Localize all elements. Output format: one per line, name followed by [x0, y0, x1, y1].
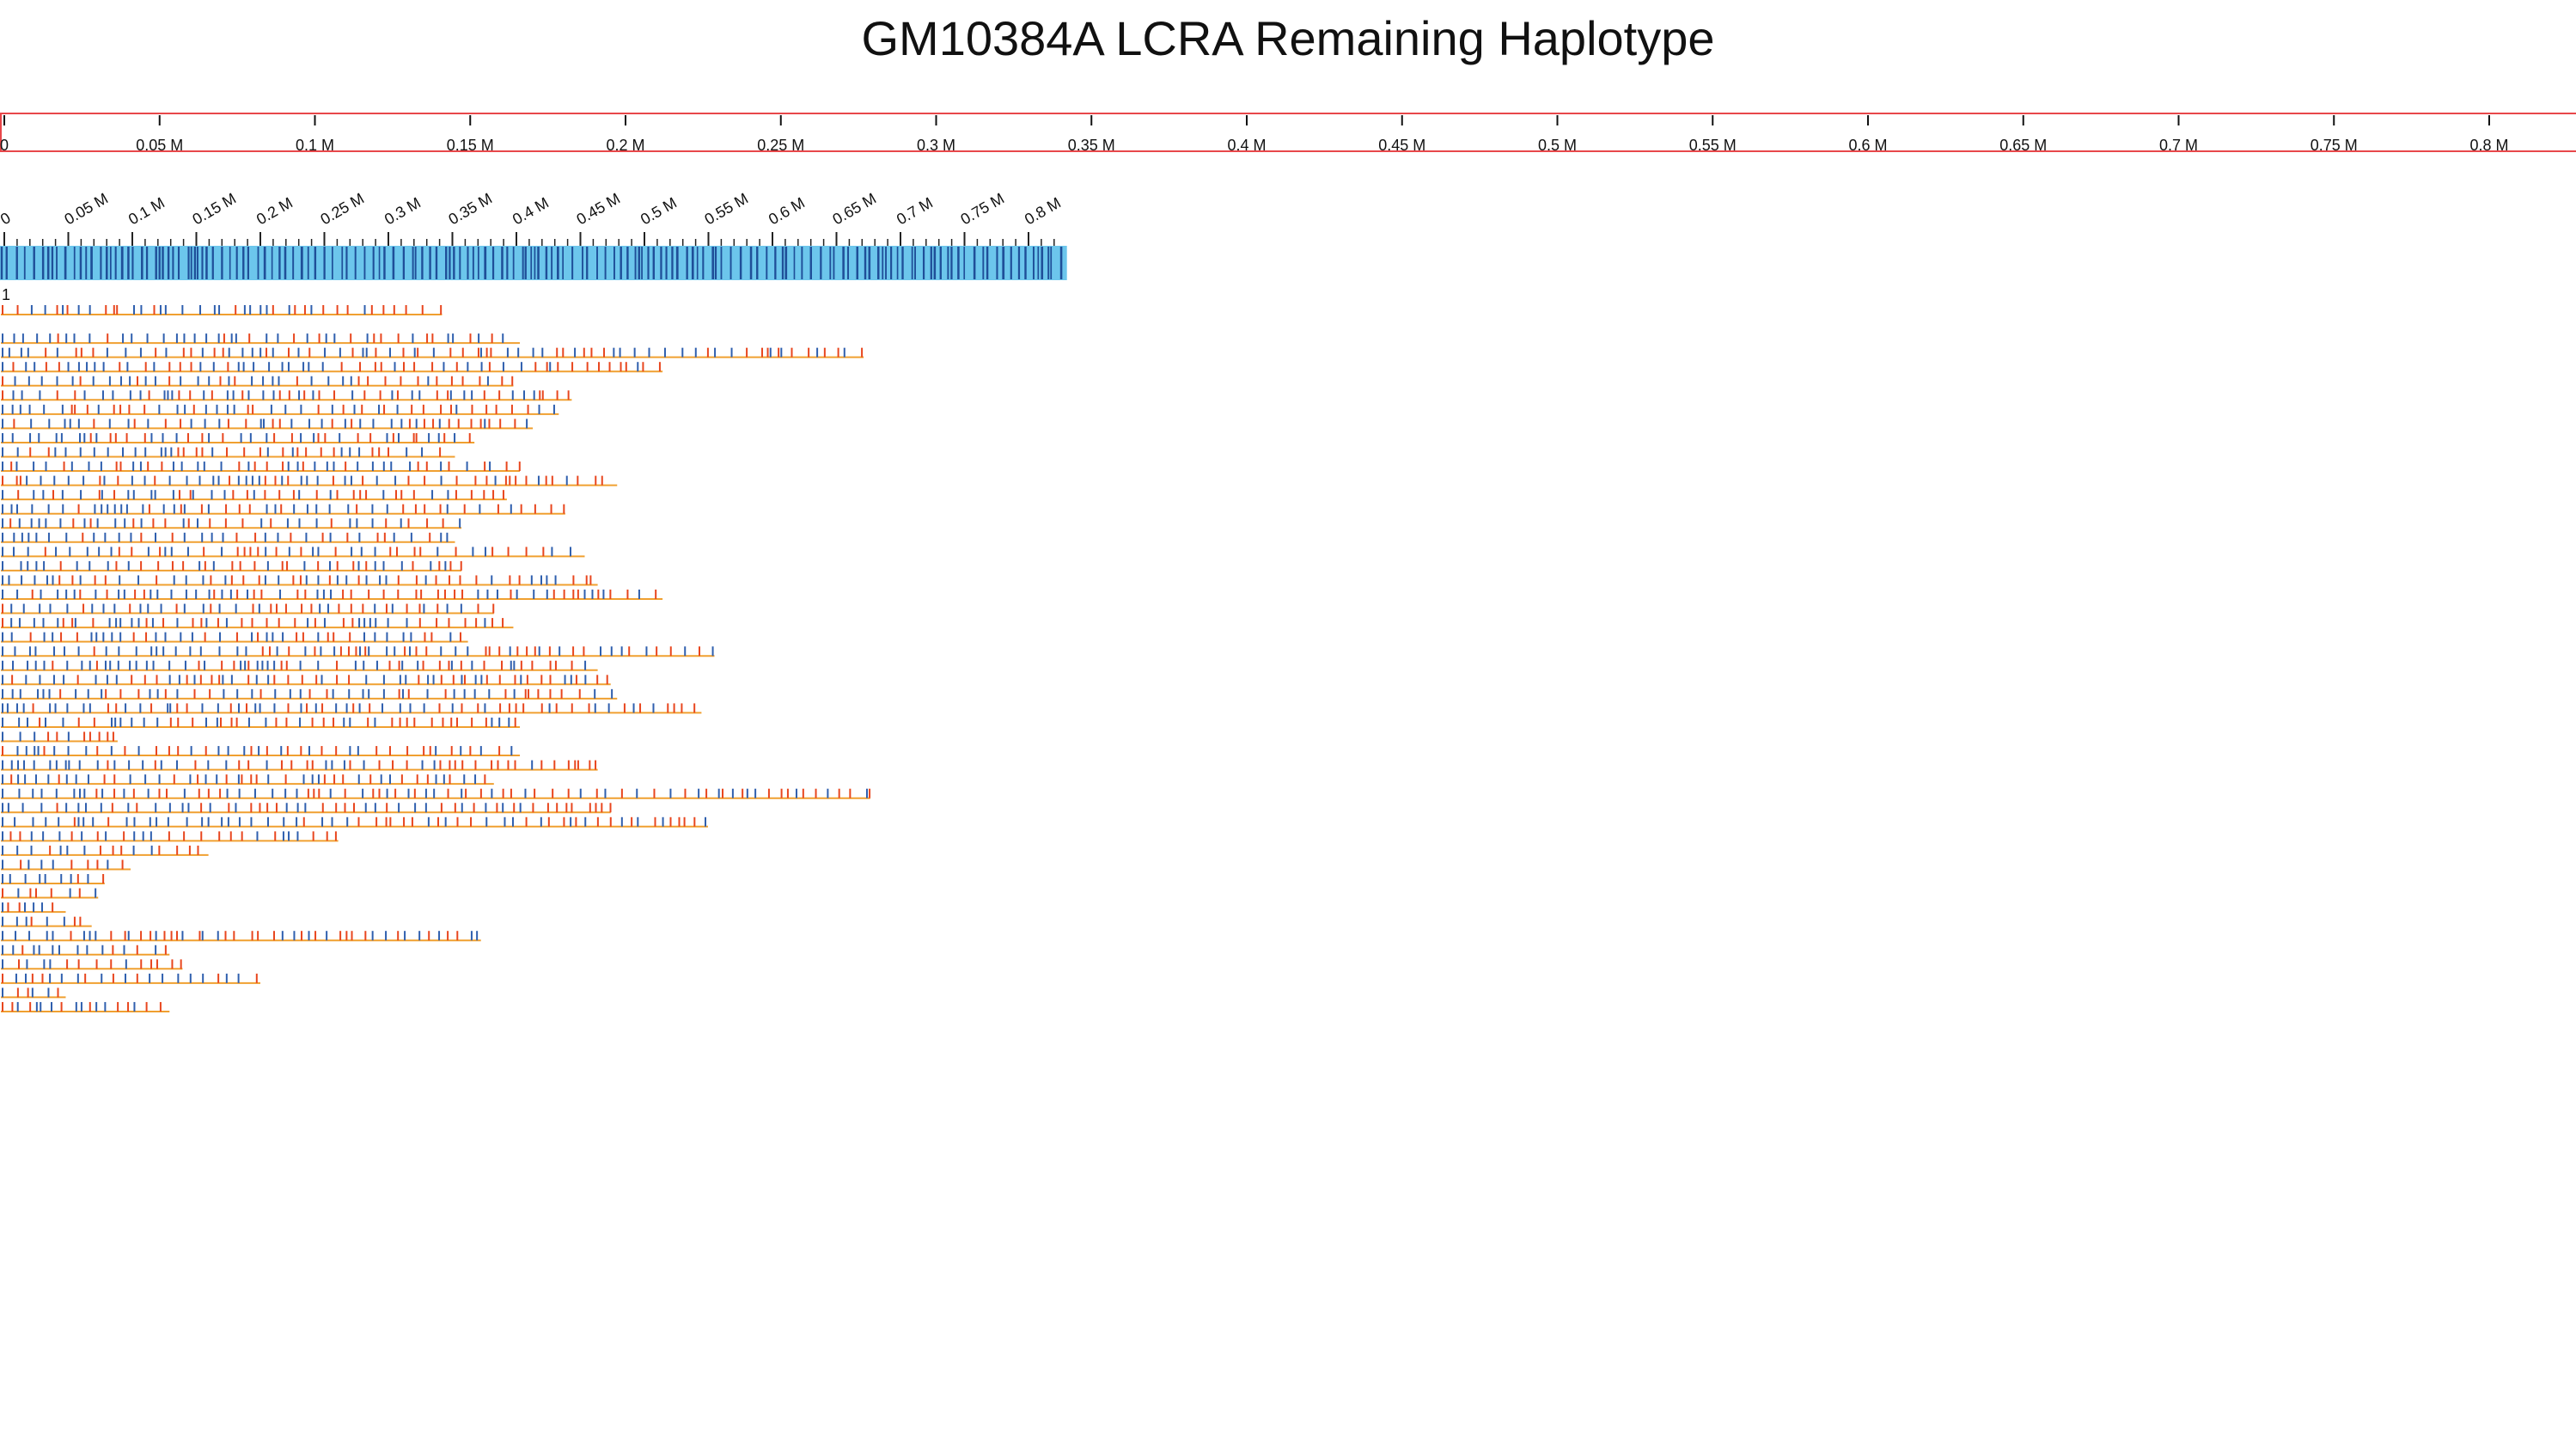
ruler-tick-label: 0.7 M — [2159, 137, 2198, 154]
ruler-tick-label: 0.65 M — [1999, 137, 2047, 154]
map-tick-label: 0.05 M — [62, 190, 112, 229]
map-tick-label: 0.6 M — [766, 194, 808, 229]
map-tick-label: 0.4 M — [510, 194, 552, 229]
map-tick-label: 0.25 M — [318, 190, 368, 229]
ruler-tick-label: 0.15 M — [447, 137, 494, 154]
map-tick-label: 0.35 M — [446, 190, 496, 229]
map-tick-label: 0.75 M — [958, 190, 1008, 229]
map-tick-label: 0.1 M — [125, 194, 168, 229]
ruler-tick-label: 0 — [0, 137, 9, 154]
ruler-tick-label: 0.25 M — [757, 137, 804, 154]
ruler-tick-label: 0.75 M — [2310, 137, 2358, 154]
ruler-tick-label: 0.2 M — [606, 137, 644, 154]
ruler-tick-label: 0.1 M — [296, 137, 334, 154]
map-tick-label: 0.3 M — [382, 194, 424, 229]
ruler-tick-label: 0.05 M — [136, 137, 183, 154]
map-tick-label: 0.5 M — [638, 194, 680, 229]
map-tick-label: 0 — [0, 209, 14, 228]
map-tick-label: 0.55 M — [702, 190, 752, 229]
ruler-tick-label: 0.3 M — [917, 137, 955, 154]
map-tick-label: 0.7 M — [894, 194, 936, 229]
map-tick-label: 0.45 M — [574, 190, 624, 229]
ruler-tick-label: 0.55 M — [1689, 137, 1737, 154]
ruler-tick-label: 0.45 M — [1378, 137, 1425, 154]
ruler-tick-label: 0.8 M — [2469, 137, 2508, 154]
page-title: GM10384A LCRA Remaining Haplotype — [861, 11, 1715, 65]
track-label: 1 — [2, 286, 10, 303]
ruler-tick-label: 0.6 M — [1848, 137, 1887, 154]
map-tick-label: 0.15 M — [190, 190, 240, 229]
ruler-tick-label: 0.35 M — [1068, 137, 1115, 154]
ruler-tick-label: 0.4 M — [1227, 137, 1266, 154]
reference-map-bar — [0, 246, 1067, 280]
ruler-tick-label: 0.5 M — [1538, 137, 1577, 154]
map-tick-label: 0.8 M — [1022, 194, 1064, 229]
map-tick-label: 0.65 M — [830, 190, 880, 229]
map-tick-label: 0.2 M — [253, 194, 296, 229]
